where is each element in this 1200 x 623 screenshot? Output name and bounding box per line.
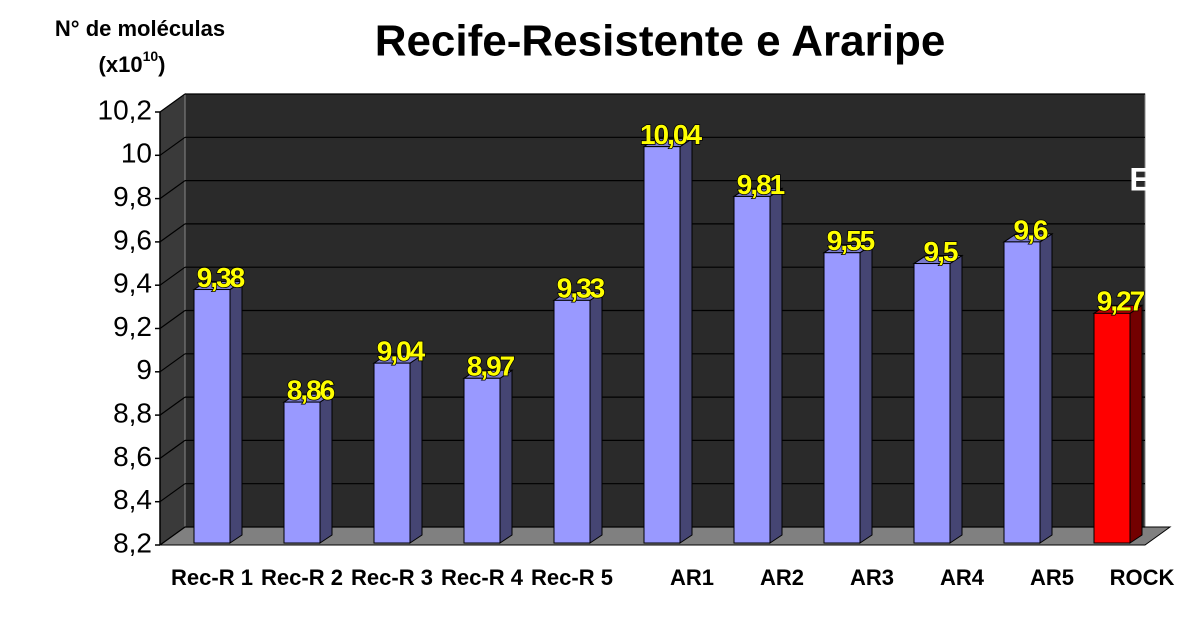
x-tick-label: ROCK <box>1109 565 1175 590</box>
y-tick-label: 8,2 <box>113 527 152 558</box>
grid-line-side <box>159 353 186 373</box>
y-tick-label: 9,2 <box>113 311 152 342</box>
y-tick-label: 8,6 <box>113 441 152 472</box>
grid-line-side <box>159 180 186 200</box>
grid-line-side <box>159 136 186 156</box>
value-label: 9,5 <box>924 236 958 267</box>
grid-line-side <box>159 223 186 243</box>
value-label: 8,86 <box>287 375 335 406</box>
y-axis-unit: (x1010) <box>99 48 166 77</box>
unit-base: (x10 <box>99 52 143 77</box>
bar <box>823 252 861 544</box>
annotation: E <box>1129 161 1150 197</box>
x-tick-label: Rec-R 1 <box>171 565 253 590</box>
bar <box>463 377 501 544</box>
value-label: 9,04 <box>377 336 426 367</box>
value-label: 9,6 <box>1014 214 1048 245</box>
bar-side <box>949 254 963 544</box>
value-label: 9,38 <box>197 262 245 293</box>
x-tick-label: AR2 <box>759 565 804 590</box>
chart-title: Recife-Resistente e Araripe <box>375 17 946 66</box>
bar-side <box>589 291 603 544</box>
bar <box>643 146 681 544</box>
value-label: 9,33 <box>557 273 605 304</box>
x-tick-label: Rec-R 5 <box>531 565 613 590</box>
x-tick-label: Rec-R 4 <box>441 565 523 590</box>
unit-exponent: 10 <box>143 48 159 64</box>
bar <box>1093 312 1131 544</box>
bar-side <box>859 243 873 544</box>
unit-close: ) <box>158 52 165 77</box>
value-label: 9,81 <box>737 169 785 200</box>
bar <box>193 289 231 544</box>
value-label: 9,27 <box>1097 286 1145 317</box>
grid-line-side <box>159 266 186 286</box>
bar-side <box>1039 232 1053 544</box>
bar-side <box>1129 304 1143 544</box>
bar <box>283 401 321 544</box>
bar <box>733 195 771 544</box>
y-tick-label: 9,8 <box>113 181 152 212</box>
bar <box>1003 241 1041 544</box>
bar-side <box>499 369 513 544</box>
bar <box>373 362 411 544</box>
y-tick-label: 9 <box>136 354 152 385</box>
bar-side <box>319 393 333 544</box>
y-tick-label: 9,6 <box>113 224 152 255</box>
grid-line-side <box>159 396 186 416</box>
grid-line-side <box>159 526 186 546</box>
bar-side <box>229 280 243 544</box>
grid-line-side <box>159 310 186 329</box>
y-tick-label: 9,4 <box>113 268 152 299</box>
value-label: 8,97 <box>467 351 515 382</box>
grid-line-side <box>159 93 186 113</box>
x-tick-label: Rec-R 2 <box>261 565 343 590</box>
bar <box>913 263 951 544</box>
y-tick-label: 8,8 <box>113 397 152 428</box>
bar-side <box>769 187 783 544</box>
value-label: 9,55 <box>827 225 875 256</box>
y-tick-label: 10,2 <box>98 94 153 125</box>
grid-line-side <box>159 439 186 459</box>
x-tick-label: AR1 <box>669 565 714 590</box>
value-label: 10,04 <box>640 119 702 150</box>
y-tick-label: 10 <box>121 138 152 169</box>
x-tick-label: AR5 <box>1029 565 1074 590</box>
x-tick-label: AR3 <box>849 565 894 590</box>
y-tick-label: 8,4 <box>113 484 152 515</box>
bar-side <box>679 137 693 544</box>
grid-line-side <box>159 483 186 503</box>
y-axis-label: N° de moléculas <box>55 16 225 41</box>
x-tick-label: AR4 <box>939 565 984 590</box>
bar-side <box>409 354 423 544</box>
x-tick-label: Rec-R 3 <box>351 565 433 590</box>
bar <box>553 299 591 544</box>
